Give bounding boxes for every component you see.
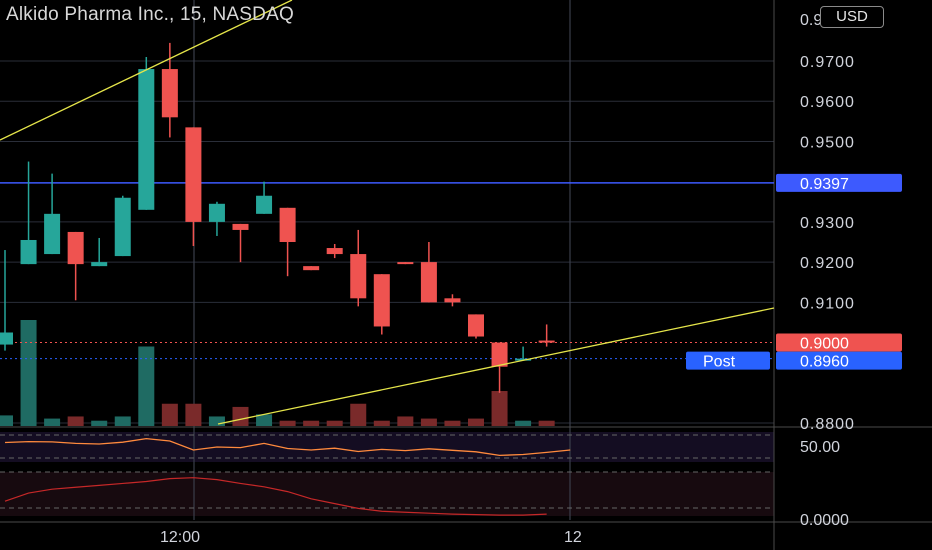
candle-body: [161, 69, 178, 118]
candle-body: [67, 231, 84, 265]
candle-body: [326, 248, 343, 255]
volume-bar: [279, 420, 296, 426]
volume-bar: [303, 420, 320, 426]
post-label-tag: [686, 351, 770, 370]
price-axis-label: 0.9500: [800, 134, 855, 151]
volume-bar: [420, 418, 437, 426]
post-price-label: 0.8960: [800, 354, 849, 371]
trendline-lower: [217, 307, 775, 425]
oscillator-2-axis-label: 0.0000: [800, 512, 849, 529]
volume-bar: [20, 320, 37, 426]
volume-bar: [232, 406, 249, 426]
volume-bar: [373, 420, 390, 426]
last-price-tag: [776, 333, 902, 352]
currency-button[interactable]: USD: [820, 6, 884, 28]
candle-body: [397, 262, 414, 265]
volume-bar: [185, 403, 202, 426]
time-axis-label: 12:00: [160, 529, 200, 546]
candle-body: [420, 262, 437, 303]
volume-bar: [350, 403, 367, 426]
candle-body: [491, 342, 508, 367]
candle-body: [114, 197, 131, 257]
volume-bar: [491, 391, 508, 426]
volume-bar: [326, 420, 343, 426]
oscillator-1-axis-label: 50.00: [800, 439, 840, 456]
price-axis-label: 0.9100: [800, 295, 855, 312]
volume-bar: [0, 415, 13, 426]
candle-body: [444, 298, 461, 303]
volume-bar: [91, 420, 108, 426]
oscillator-2-band: [0, 472, 774, 516]
candle-body: [515, 358, 532, 361]
candle-body: [138, 69, 155, 210]
volume-bar: [161, 403, 178, 426]
level-price-tag: [776, 173, 902, 192]
candle-body: [208, 203, 225, 222]
candle-body: [232, 223, 249, 230]
candle-body: [44, 213, 61, 255]
volume-bar: [44, 418, 61, 426]
time-axis-label: 12: [564, 529, 582, 546]
candle-body: [185, 127, 202, 222]
volume-bar: [256, 414, 273, 426]
price-axis-label: 0.9300: [800, 215, 855, 232]
candle-body: [303, 266, 320, 271]
candle-body: [20, 239, 37, 265]
volume-bar: [138, 346, 155, 426]
price-axis-label: 0.9600: [800, 94, 855, 111]
volume-bar: [444, 420, 461, 426]
volume-bar: [67, 416, 84, 426]
post-price-tag: [776, 351, 902, 370]
candle-body: [279, 207, 296, 242]
volume-bar: [538, 420, 555, 426]
price-axis-label: 0.9200: [800, 255, 855, 272]
candle-body: [0, 332, 13, 345]
post-label-text: Post: [703, 354, 736, 371]
candle-body: [538, 340, 555, 343]
trendline-upper: [0, 0, 293, 141]
volume-bar: [468, 418, 484, 426]
oscillator-2-line: [4, 477, 547, 516]
chart-title: Alkido Pharma Inc., 15, NASDAQ: [6, 4, 294, 25]
volume-bar: [208, 416, 225, 426]
volume-bar: [114, 416, 131, 426]
candle-body: [91, 262, 108, 267]
volume-bar: [397, 416, 414, 426]
price-axis-label: 0.8800: [800, 416, 855, 433]
candle-body: [256, 195, 273, 214]
price-axis-label: 0.9700: [800, 54, 855, 71]
level-price-label: 0.9397: [800, 176, 849, 193]
candle-body: [350, 254, 367, 299]
volume-bar: [515, 420, 532, 426]
last-price-label: 0.9000: [800, 336, 849, 353]
oscillator-1-line: [4, 437, 571, 457]
oscillator-1-band: [0, 432, 774, 462]
candle-body: [468, 314, 484, 337]
candle-body: [373, 274, 390, 327]
